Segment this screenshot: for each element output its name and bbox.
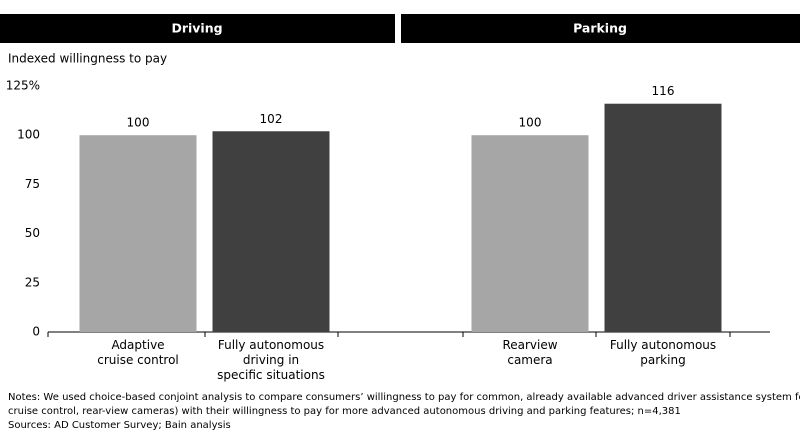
x-tick-label: Fully autonomous parking: [610, 338, 716, 367]
y-tick-label: 0: [32, 325, 40, 339]
note: cruise control, rear-view cameras) with …: [8, 406, 681, 417]
y-tick-label: 25: [25, 275, 40, 289]
panel-title: Parking: [573, 21, 627, 36]
y-tick-label: 125%: [6, 79, 40, 93]
x-tick-label: Adaptive cruise control: [97, 338, 179, 367]
bar: [471, 135, 589, 332]
value-label: 102: [260, 112, 283, 126]
panel-title: Driving: [171, 21, 222, 36]
sources: Sources: AD Customer Survey; Bain analys…: [8, 420, 231, 431]
bar: [604, 103, 722, 332]
y-tick-label: 75: [25, 177, 40, 191]
y-axis-label: Indexed willingness to pay: [8, 52, 167, 66]
value-label: 100: [127, 116, 150, 130]
y-tick-label: 100: [17, 128, 40, 142]
value-label: 100: [519, 116, 542, 130]
value-label: 116: [652, 84, 675, 98]
x-tick-label: Fully autonomous driving in specific situa…: [217, 338, 325, 382]
note: Notes: We used choice-based conjoint ana…: [8, 392, 800, 403]
bar: [212, 131, 330, 332]
y-tick-label: 50: [25, 226, 40, 240]
x-tick-label: Rearview camera: [502, 338, 557, 367]
panel-header: [0, 14, 395, 43]
panel-header: [401, 14, 800, 43]
bar: [79, 135, 197, 332]
